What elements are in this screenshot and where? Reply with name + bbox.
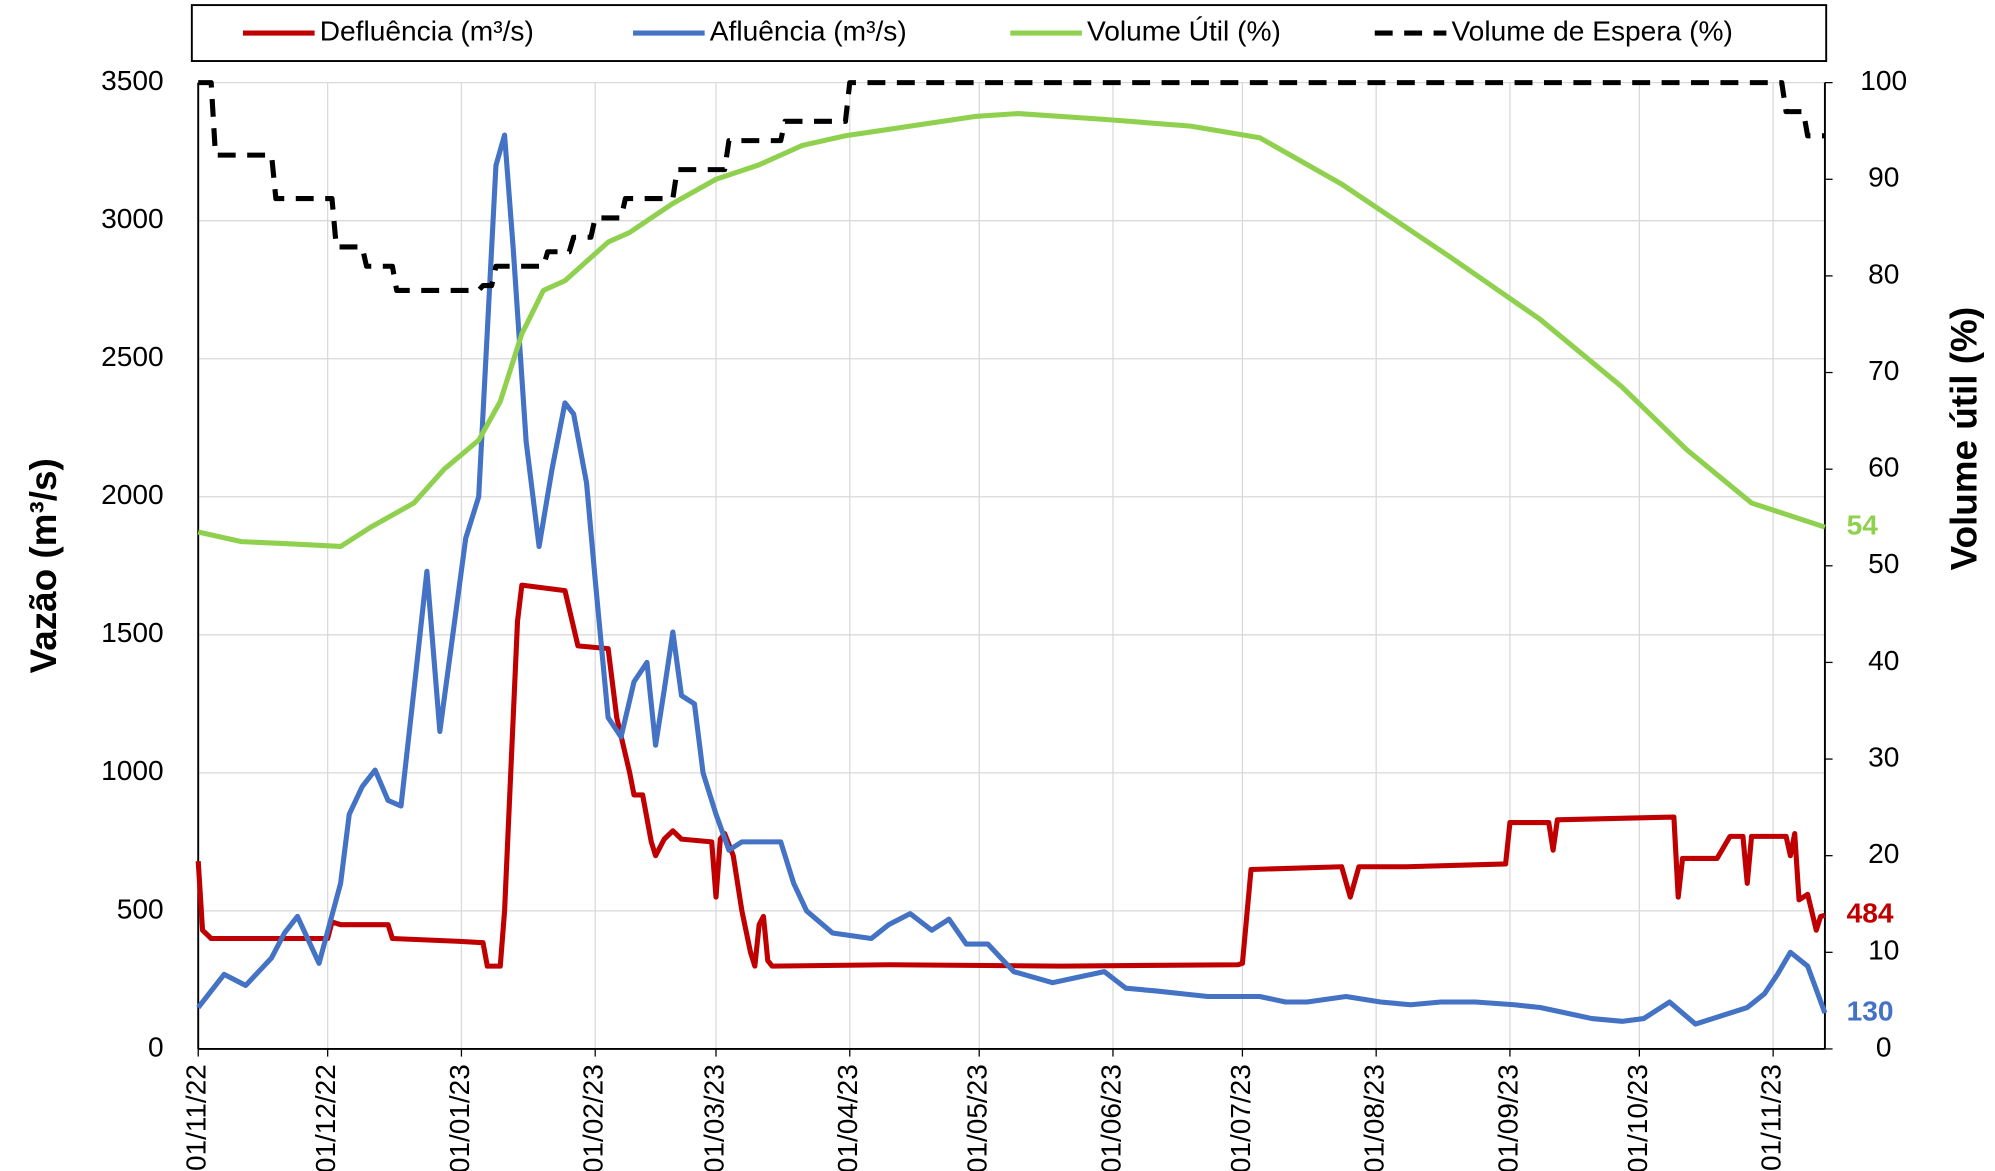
y2-tick-label: 80 [1868, 258, 1899, 289]
series-line [198, 80, 1825, 293]
x-tick-label: 01/07/23 [1225, 1064, 1256, 1171]
y2-tick-label: 100 [1860, 65, 1907, 96]
legend-item: Volume Útil (%) [1010, 16, 1281, 47]
end-label: 484 [1847, 898, 1894, 929]
y-tick-label: 1000 [101, 755, 164, 786]
y2-tick-label: 90 [1868, 162, 1899, 193]
y2-tick-label: 50 [1868, 548, 1899, 579]
y-tick-label: 3000 [101, 203, 164, 234]
legend-label: Volume Útil (%) [1087, 16, 1281, 47]
x-tick-label: 01/09/23 [1492, 1064, 1523, 1171]
legend-label: Afluência (m³/s) [710, 16, 907, 47]
legend-item: Defluência (m³/s) [242, 16, 534, 47]
x-tick-label: 01/10/23 [1622, 1064, 1653, 1171]
x-tick-label: 01/06/23 [1095, 1064, 1126, 1171]
series-line [195, 582, 1826, 969]
y2-tick-label: 10 [1868, 935, 1899, 966]
y2-axis-title: Volume útil (%) [1944, 307, 1985, 570]
y-tick-label: 3500 [101, 65, 164, 96]
x-tick-label: 01/11/23 [1755, 1064, 1786, 1171]
legend-label: Defluência (m³/s) [320, 16, 534, 47]
end-label: 54 [1847, 510, 1879, 541]
legend-box [190, 4, 1828, 62]
legend-label: Volume de Espera (%) [1451, 16, 1732, 47]
legend-item: Afluência (m³/s) [633, 16, 907, 47]
y-tick-label: 0 [148, 1031, 164, 1062]
y-tick-label: 500 [117, 893, 164, 924]
x-tick-label: 01/01/23 [444, 1064, 475, 1171]
x-tick-label: 01/05/23 [962, 1064, 993, 1171]
x-tick-label: 01/08/23 [1359, 1064, 1390, 1171]
y2-tick-label: 20 [1868, 838, 1899, 869]
x-tick-label: 01/12/22 [310, 1064, 341, 1171]
y2-tick-label: 70 [1868, 355, 1899, 386]
y2-tick-label: 30 [1868, 742, 1899, 773]
x-tick-label: 01/03/23 [698, 1064, 729, 1171]
y2-tick-label: 60 [1868, 452, 1899, 483]
x-tick-label: 01/04/23 [832, 1064, 863, 1171]
legend-item: Volume de Espera (%) [1374, 16, 1733, 47]
y-axis-title: Vazão (m³/s) [23, 458, 64, 673]
y2-tick-label: 40 [1868, 645, 1899, 676]
y-tick-label: 1500 [101, 617, 164, 648]
series-line [196, 132, 1828, 1027]
y2-tick-label: 0 [1876, 1031, 1892, 1062]
y-tick-label: 2000 [101, 479, 164, 510]
x-tick-label: 01/02/23 [578, 1064, 609, 1171]
y-tick-label: 2500 [101, 341, 164, 372]
series-line [197, 111, 1826, 550]
x-tick-label: 01/11/22 [181, 1064, 212, 1171]
end-label: 130 [1847, 996, 1894, 1027]
